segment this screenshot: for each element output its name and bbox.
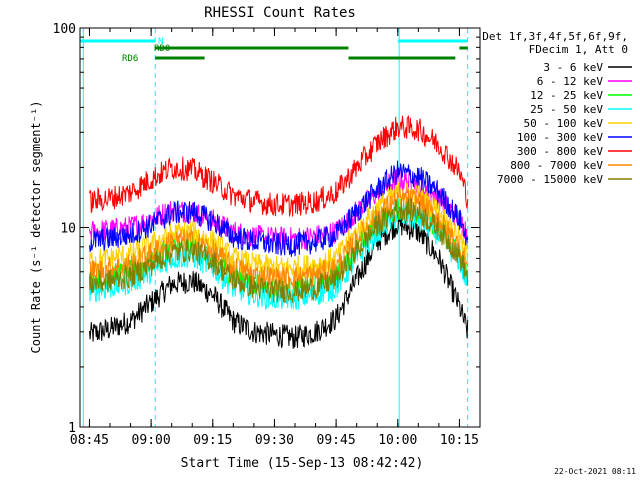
x-tick-label-6: 10:15 [440,433,479,448]
x-tick-label-1: 09:00 [132,433,171,448]
legend-label-8: 7000 - 15000 keV [497,173,603,186]
x-tick-label-2: 09:15 [193,433,232,448]
state-bar-label-rd6: RD6 [122,54,138,64]
series-line-6 [89,115,469,217]
legend: Det 1f,3f,4f,5f,6f,9f,FDecim 1, Att 0 3 -… [482,30,632,186]
x-tick-label-3: 09:30 [255,433,294,448]
series-line-8 [89,197,469,304]
chart-title: RHESSI Count Rates [204,5,356,21]
axes: 1 10 100 08:45 09:00 09:15 09:30 09:45 10:00 10:1… [53,22,481,448]
legend-label-7: 800 - 7000 keV [510,159,603,172]
footer-date: 22-Oct-2021 08:11 [554,467,636,476]
legend-label-5: 100 - 300 keV [517,131,603,144]
legend-label-6: 300 - 800 keV [517,145,603,158]
x-tick-label-0: 08:45 [70,433,109,448]
series-lines [89,115,469,349]
y-tick-label-1: 10 [60,222,76,237]
legend-label-1: 6 - 12 keV [537,75,604,88]
y-tick-label-2: 100 [53,22,76,37]
y-tick-label-0: 1 [68,421,76,436]
series-line-5 [89,160,469,257]
legend-label-2: 12 - 25 keV [530,89,603,102]
x-tick-label-4: 09:45 [317,433,356,448]
legend-header-0: Det 1f,3f,4f,5f,6f,9f, [482,30,628,43]
state-bar-label-n: N [158,37,163,47]
legend-label-3: 25 - 50 keV [530,103,603,116]
legend-label-0: 3 - 6 keV [543,61,603,74]
legend-label-4: 50 - 100 keV [524,117,604,130]
legend-header-1: FDecim 1, Att 0 [529,43,628,56]
x-axis-label: Start Time (15-Sep-13 08:42:42) [181,456,424,471]
y-axis-label: Count Rate (s⁻¹ detector segment⁻¹) [29,101,43,354]
x-tick-label-5: 10:00 [378,433,417,448]
state-bar-label-rd0: RD0 [154,44,170,54]
